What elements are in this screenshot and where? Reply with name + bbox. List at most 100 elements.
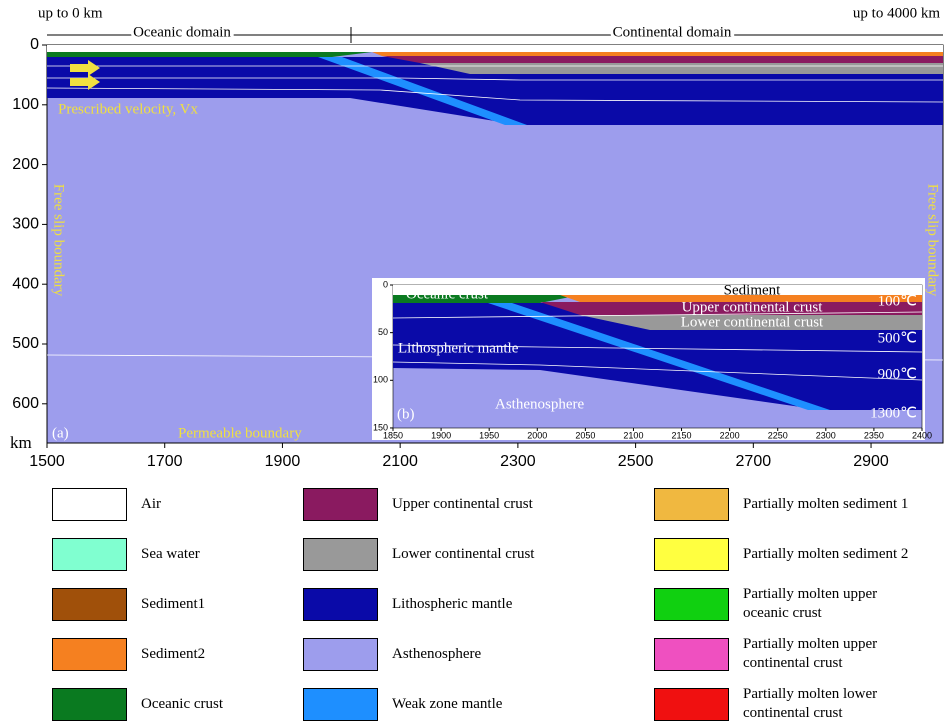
legend-item: Weak zone mantle xyxy=(303,686,577,722)
legend-swatch xyxy=(52,638,127,671)
lower-crust xyxy=(420,63,943,74)
legend-label: Lower continental crust xyxy=(392,545,577,564)
inset-x-tick-label: 2150 xyxy=(672,430,692,440)
x-tick-label: 2500 xyxy=(618,453,654,470)
legend-swatch xyxy=(52,588,127,621)
bottom-boundary: Permeable boundary xyxy=(178,425,302,441)
x-tick-label: 2300 xyxy=(500,453,536,470)
legend-item: Sediment1 xyxy=(52,586,326,622)
x-tick-label: 1900 xyxy=(265,453,301,470)
legend-item: Asthenosphere xyxy=(303,636,577,672)
y-unit: km xyxy=(10,433,32,452)
isotherm-label: 100℃ xyxy=(878,293,917,309)
x-tick-label: 1500 xyxy=(29,453,65,470)
legend-label: Partially molten lower continental crust xyxy=(743,685,923,723)
inset-x-tick-label: 1900 xyxy=(431,430,451,440)
inset-y-tick-label: 0 xyxy=(383,279,388,289)
legend-item: Oceanic crust xyxy=(52,686,326,722)
legend-label: Sea water xyxy=(141,545,326,564)
inset-y-tick-label: 150 xyxy=(373,422,388,432)
inset-mantle-label: Lithospheric mantle xyxy=(398,340,519,356)
inset: Oceanic crust Sediment Upper continental… xyxy=(393,282,922,428)
left-boundary: Free slip boundary xyxy=(51,184,67,297)
x-tick-label: 1700 xyxy=(147,453,183,470)
legend-label: Asthenosphere xyxy=(392,645,577,664)
inset-y-tick-label: 100 xyxy=(373,375,388,385)
legend-swatch xyxy=(654,538,729,571)
legend-label: Partially molten upper oceanic crust xyxy=(743,585,923,623)
inset-x-tick-label: 2100 xyxy=(623,430,643,440)
inset-upper-label: Upper continental crust xyxy=(682,299,824,315)
panel-b: (b) xyxy=(397,406,415,422)
legend-swatch xyxy=(303,688,378,721)
legend-swatch xyxy=(654,638,729,671)
figure: up to 0 km up to 4000 km Oceanic domain … xyxy=(0,0,946,726)
legend-item: Partially molten sediment 1 xyxy=(654,486,923,522)
legend-item: Sediment2 xyxy=(52,636,326,672)
oceanic-domain: Oceanic domain xyxy=(133,24,231,40)
legend-label: Weak zone mantle xyxy=(392,695,577,714)
legend-item: Air xyxy=(52,486,326,522)
inset-x-tick-label: 2350 xyxy=(864,430,884,440)
legend-label: Upper continental crust xyxy=(392,495,577,514)
inset-x-tick-label: 2400 xyxy=(912,430,932,440)
legend-swatch xyxy=(654,588,729,621)
inset-x-tick-label: 2200 xyxy=(720,430,740,440)
y-tick-label: 600 xyxy=(12,395,39,412)
legend-item: Partially molten upper continental crust xyxy=(654,636,923,672)
legend-label: Partially molten sediment 1 xyxy=(743,495,923,514)
inset-x-tick-label: 1950 xyxy=(479,430,499,440)
inset-x-tick-label: 2250 xyxy=(768,430,788,440)
legend-swatch xyxy=(654,488,729,521)
legend-swatch xyxy=(303,638,378,671)
header-right: up to 4000 km xyxy=(853,5,940,21)
inset-x-tick-label: 2000 xyxy=(527,430,547,440)
inset-x-tick-label: 2300 xyxy=(816,430,836,440)
continental-domain: Continental domain xyxy=(613,24,732,40)
upper-crust xyxy=(382,56,943,63)
model-figure: up to 0 km up to 4000 km Oceanic domain … xyxy=(0,0,946,475)
legend-swatch xyxy=(303,588,378,621)
inset-sediment-label: Sediment xyxy=(724,282,781,298)
legend-swatch xyxy=(303,488,378,521)
legend-item: Partially molten upper oceanic crust xyxy=(654,586,923,622)
y-tick-label: 400 xyxy=(12,275,39,292)
legend-swatch xyxy=(52,488,127,521)
legend-item: Lower continental crust xyxy=(303,536,577,572)
legend-label: Sediment2 xyxy=(141,645,326,664)
isotherm-label: 1300℃ xyxy=(870,405,917,421)
legend-item: Upper continental crust xyxy=(303,486,577,522)
legend-item: Partially molten sediment 2 xyxy=(654,536,923,572)
inset-asthenosphere-label: Asthenosphere xyxy=(495,396,584,412)
x-tick-label: 2100 xyxy=(382,453,418,470)
isotherm-label: 500℃ xyxy=(878,330,917,346)
y-tick-label: 300 xyxy=(12,216,39,233)
legend-label: Lithospheric mantle xyxy=(392,595,577,614)
isotherm-label: 900℃ xyxy=(878,366,917,382)
header-left: up to 0 km xyxy=(38,5,103,21)
sediment xyxy=(372,52,943,56)
legend-swatch xyxy=(654,688,729,721)
inset-lower-label: Lower continental crust xyxy=(681,314,824,330)
legend-label: Oceanic crust xyxy=(141,695,326,714)
legend-swatch xyxy=(52,538,127,571)
inset-x-tick-label: 2050 xyxy=(575,430,595,440)
inset-oceanic-crust-label: Oceanic crust xyxy=(406,286,489,302)
y-tick-label: 0 xyxy=(30,36,39,53)
legend-item: Partially molten lower continental crust xyxy=(654,686,923,722)
air xyxy=(47,45,943,52)
x-tick-label: 2900 xyxy=(853,453,889,470)
legend-item: Sea water xyxy=(52,536,326,572)
panel-a: (a) xyxy=(52,425,69,441)
legend-label: Partially molten upper continental crust xyxy=(743,635,923,673)
y-tick-label: 100 xyxy=(12,96,39,113)
legend-label: Partially molten sediment 2 xyxy=(743,545,923,564)
y-tick-label: 200 xyxy=(12,156,39,173)
legend-swatch xyxy=(52,688,127,721)
legend-label: Air xyxy=(141,495,326,514)
oceanic-crust xyxy=(47,52,372,57)
right-boundary: Free slip boundary xyxy=(925,184,941,297)
y-tick-label: 500 xyxy=(12,335,39,352)
x-tick-label: 2700 xyxy=(736,453,772,470)
legend-item: Lithospheric mantle xyxy=(303,586,577,622)
